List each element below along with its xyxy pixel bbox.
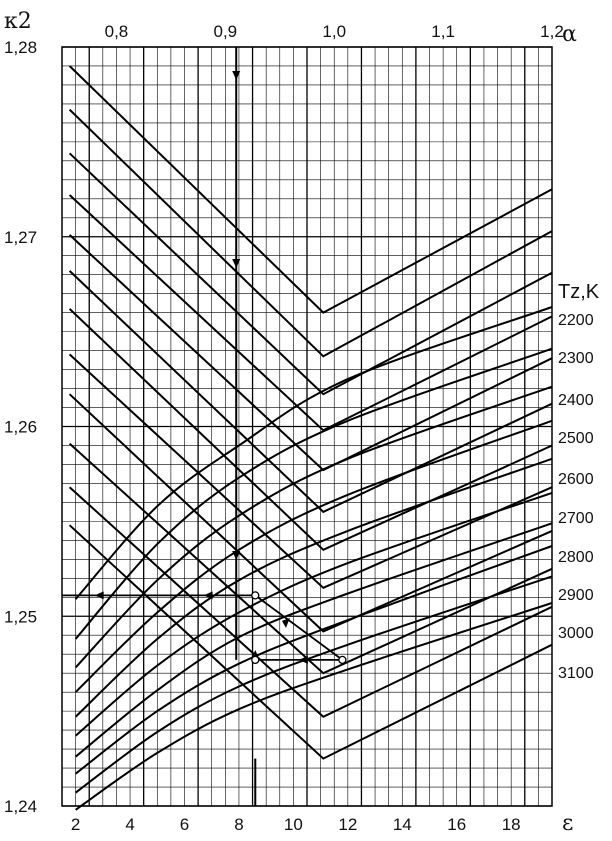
x-bottom-tick-label: 14 <box>393 815 412 834</box>
series-label-2900: 2900 <box>558 587 594 604</box>
y-axis-title: κ2 <box>4 9 32 34</box>
reading-point <box>338 655 347 665</box>
arrow-down <box>232 259 241 268</box>
alpha-curve <box>68 393 553 633</box>
epsilon-curve <box>74 347 553 640</box>
x-top-tick-label: 0,8 <box>105 22 129 41</box>
epsilon-curves <box>74 306 553 811</box>
plot-frame <box>61 46 553 807</box>
bottom-axis-title: ε <box>562 811 573 836</box>
tick-labels: 1,24 1,25 1,26 1,27 1,28 2 4 6 8 10 12 14 16 18 0,8 0,9… <box>4 22 564 834</box>
x-bottom-tick-label: 4 <box>125 815 134 834</box>
x-bottom-tick-label: 16 <box>447 815 466 834</box>
y-tick-label: 1,24 <box>4 797 37 816</box>
y-tick-label: 1,28 <box>4 38 37 57</box>
x-top-tick-label: 1,1 <box>431 22 455 41</box>
alpha-curve <box>68 353 553 589</box>
epsilon-curve <box>74 545 553 775</box>
x-bottom-tick-label: 10 <box>284 815 303 834</box>
series-label-2500: 2500 <box>558 430 594 447</box>
alpha-curve <box>68 108 553 358</box>
series-label-2200: 2200 <box>558 312 594 329</box>
epsilon-curve <box>74 306 553 600</box>
arrow-left <box>203 591 213 600</box>
alpha-curve <box>68 486 553 718</box>
arrow-diagonal <box>281 617 290 628</box>
example-path <box>62 47 347 806</box>
alpha-curve <box>68 270 553 514</box>
x-bottom-tick-label: 8 <box>234 815 243 834</box>
alpha-curve <box>68 152 553 396</box>
epsilon-curve <box>74 419 553 693</box>
series-label-2300: 2300 <box>558 350 594 367</box>
x-top-tick-label: 1,0 <box>322 22 346 41</box>
series-labels: 2200 2300 2400 2500 2600 2700 2800 2900 3000 3100 <box>558 312 594 682</box>
alpha-curve <box>68 442 553 675</box>
arrow-down <box>232 71 241 80</box>
x-bottom-tick-label: 6 <box>180 815 189 834</box>
alpha-curve <box>68 308 553 551</box>
reading-point <box>251 591 260 600</box>
series-label-2400: 2400 <box>558 392 594 409</box>
x-bottom-tick-label: 12 <box>338 815 357 834</box>
series-label-2700: 2700 <box>558 510 594 527</box>
x-bottom-tick-label: 18 <box>502 815 521 834</box>
legend-title: Tz,K <box>558 281 600 303</box>
arrow-down <box>232 551 241 560</box>
y-tick-label: 1,25 <box>4 607 37 626</box>
series-label-2800: 2800 <box>558 549 594 566</box>
y-tick-label: 1,26 <box>4 418 37 437</box>
epsilon-curve <box>75 602 553 811</box>
x-top-tick-label: 1,2 <box>540 22 564 41</box>
epsilon-curve <box>74 522 553 758</box>
reading-path <box>62 594 346 661</box>
epsilon-curve <box>75 575 553 794</box>
arrow-left <box>94 591 104 600</box>
epsilon-curve <box>74 457 553 718</box>
arrow-left <box>298 655 308 664</box>
series-label-3000: 3000 <box>558 625 594 642</box>
epsilon-curve <box>74 491 553 737</box>
x-bottom-tick-label: 2 <box>71 815 80 834</box>
alpha-curve <box>68 65 553 314</box>
epsilon-curve <box>74 385 553 669</box>
series-label-2600: 2600 <box>558 471 594 488</box>
grid <box>61 46 553 807</box>
x-top-tick-label: 0,9 <box>214 22 238 41</box>
top-axis-title: α <box>562 22 577 47</box>
reading-point <box>251 655 260 665</box>
alpha-curve <box>68 524 553 760</box>
y-tick-label: 1,27 <box>4 228 37 247</box>
series-label-3100: 3100 <box>558 665 594 682</box>
